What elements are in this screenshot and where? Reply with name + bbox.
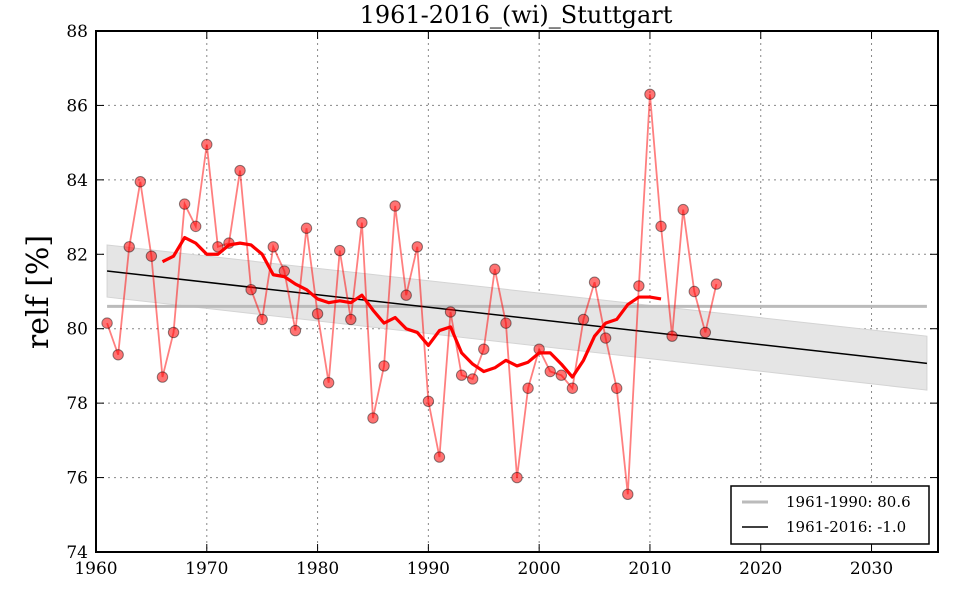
y-tick-label: 80	[66, 320, 88, 340]
moving-average-line	[161, 235, 662, 379]
legend-label-trend: 1961-2016: -1.0	[786, 518, 906, 536]
data-point	[699, 326, 712, 339]
data-point	[544, 365, 556, 378]
data-point	[145, 250, 158, 262]
data-point	[378, 360, 390, 372]
data-point	[489, 263, 501, 275]
y-tick-label: 74	[66, 543, 88, 563]
x-tick-label: 2010	[628, 559, 671, 579]
data-point	[444, 306, 457, 318]
data-point	[633, 280, 645, 292]
y-tick-label: 76	[66, 469, 88, 489]
x-tick-label: 1980	[296, 559, 339, 579]
data-point	[300, 222, 313, 234]
data-point	[367, 412, 379, 424]
data-point	[123, 241, 135, 253]
x-tick-label: 1990	[407, 559, 450, 579]
data-point	[566, 382, 579, 394]
data-point	[289, 324, 302, 337]
data-point	[400, 289, 412, 301]
data-point	[245, 283, 257, 296]
legend-label-baseline: 1961-1990: 80.6	[786, 493, 911, 511]
data-point	[234, 164, 246, 177]
data-point	[677, 203, 689, 216]
y-tick-label: 86	[66, 96, 88, 116]
plot-frame	[95, 30, 939, 553]
data-point	[455, 369, 468, 381]
data-point	[466, 373, 479, 385]
trend-line	[106, 270, 928, 365]
x-tick-label: 1960	[74, 559, 117, 579]
data-point	[190, 220, 202, 233]
annual-series	[101, 88, 723, 501]
data-point	[201, 138, 213, 151]
data-point	[356, 216, 368, 229]
data-point	[134, 176, 147, 188]
axis-ticks	[95, 30, 938, 553]
legend: 1961-1990: 80.6 1961-2016: -1.0	[730, 485, 930, 545]
data-point	[178, 198, 191, 210]
data-point	[267, 241, 279, 253]
data-point	[710, 278, 723, 290]
y-axis-label: relf [%]	[21, 235, 56, 349]
data-point	[599, 332, 612, 344]
data-point	[389, 200, 401, 212]
data-point	[478, 343, 490, 355]
trend-mark	[106, 270, 928, 365]
data-point	[311, 308, 324, 320]
data-point	[167, 326, 180, 339]
x-tick-label: 2020	[739, 559, 782, 579]
annual-line	[106, 94, 718, 495]
data-point	[112, 349, 124, 361]
data-point	[101, 317, 113, 329]
chart-title: 1961-2016_(wi)_Stuttgart	[360, 1, 673, 29]
data-point	[212, 241, 224, 253]
data-point	[577, 313, 590, 326]
data-point	[156, 371, 169, 383]
data-point	[555, 369, 568, 381]
data-point	[611, 382, 623, 394]
moving-average-series	[161, 235, 662, 379]
x-tick-labels: 1960 1970 1980 1990 2000 2010 2020 2030	[74, 559, 893, 579]
data-point	[500, 317, 512, 329]
data-point	[322, 376, 335, 389]
data-point	[256, 313, 268, 326]
data-point	[334, 244, 346, 257]
y-tick-label: 82	[66, 245, 88, 265]
y-tick-labels: 74 76 78 80 82 84 86 88	[66, 22, 88, 563]
data-point	[422, 395, 435, 407]
data-point	[666, 330, 678, 342]
data-point	[522, 382, 534, 394]
y-tick-label: 84	[66, 171, 88, 191]
data-point	[655, 220, 667, 233]
data-point	[622, 488, 634, 501]
x-tick-label: 2030	[850, 559, 893, 579]
legend-box	[730, 485, 930, 545]
data-point	[588, 276, 601, 288]
data-point	[688, 285, 700, 298]
x-tick-label: 2000	[518, 559, 561, 579]
data-point	[411, 241, 423, 253]
data-point	[433, 451, 446, 463]
data-point	[644, 88, 656, 100]
y-tick-label: 88	[66, 22, 88, 42]
y-tick-label: 78	[66, 394, 88, 414]
data-point	[345, 313, 357, 326]
data-point	[511, 471, 523, 484]
x-tick-label: 1970	[185, 559, 228, 579]
